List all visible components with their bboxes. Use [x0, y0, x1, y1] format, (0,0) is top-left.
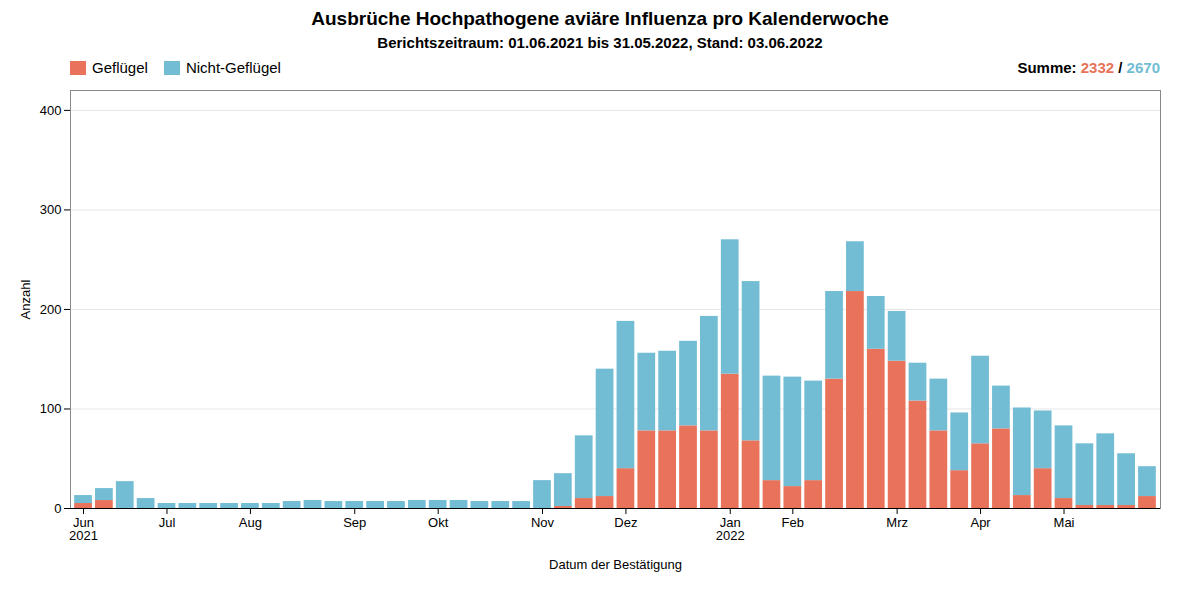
svg-text:Sep: Sep — [343, 515, 366, 530]
svg-text:Nov: Nov — [531, 515, 555, 530]
svg-text:Feb: Feb — [782, 515, 804, 530]
svg-text:Anzahl: Anzahl — [18, 280, 33, 320]
svg-text:Apr: Apr — [970, 515, 991, 530]
html-text:Geflügel: Geflügel — [92, 59, 148, 76]
html-text:Berichtszeitraum: 01.06.2021 b: Berichtszeitraum: 01.06.2021 bis 31.05.2… — [377, 34, 823, 51]
svg-text:Datum der Bestätigung: Datum der Bestätigung — [549, 557, 682, 572]
svg-text:Dez: Dez — [614, 515, 637, 530]
html-text:Nicht-Geflügel: Nicht-Geflügel — [185, 59, 281, 76]
html-text:Ausbrüche Hochpathogene aviäre: Ausbrüche Hochpathogene aviäre Influenza… — [311, 8, 889, 29]
html-text:Summe: 2332 / 2670: Summe: 2332 / 2670 — [1017, 59, 1160, 76]
svg-text:0: 0 — [54, 501, 61, 516]
svg-text:200: 200 — [40, 302, 62, 317]
svg-text:100: 100 — [40, 401, 62, 416]
svg-text:Aug: Aug — [239, 515, 262, 530]
svg-text:Mai: Mai — [1054, 515, 1075, 530]
svg-text:300: 300 — [40, 202, 62, 217]
svg-text:Jul: Jul — [159, 515, 176, 530]
svg-text:Okt: Okt — [428, 515, 449, 530]
svg-text:Jun2021: Jun2021 — [69, 515, 98, 543]
svg-text:400: 400 — [40, 103, 62, 118]
svg-text:Mrz: Mrz — [886, 515, 908, 530]
svg-text:Jan2022: Jan2022 — [716, 515, 745, 543]
